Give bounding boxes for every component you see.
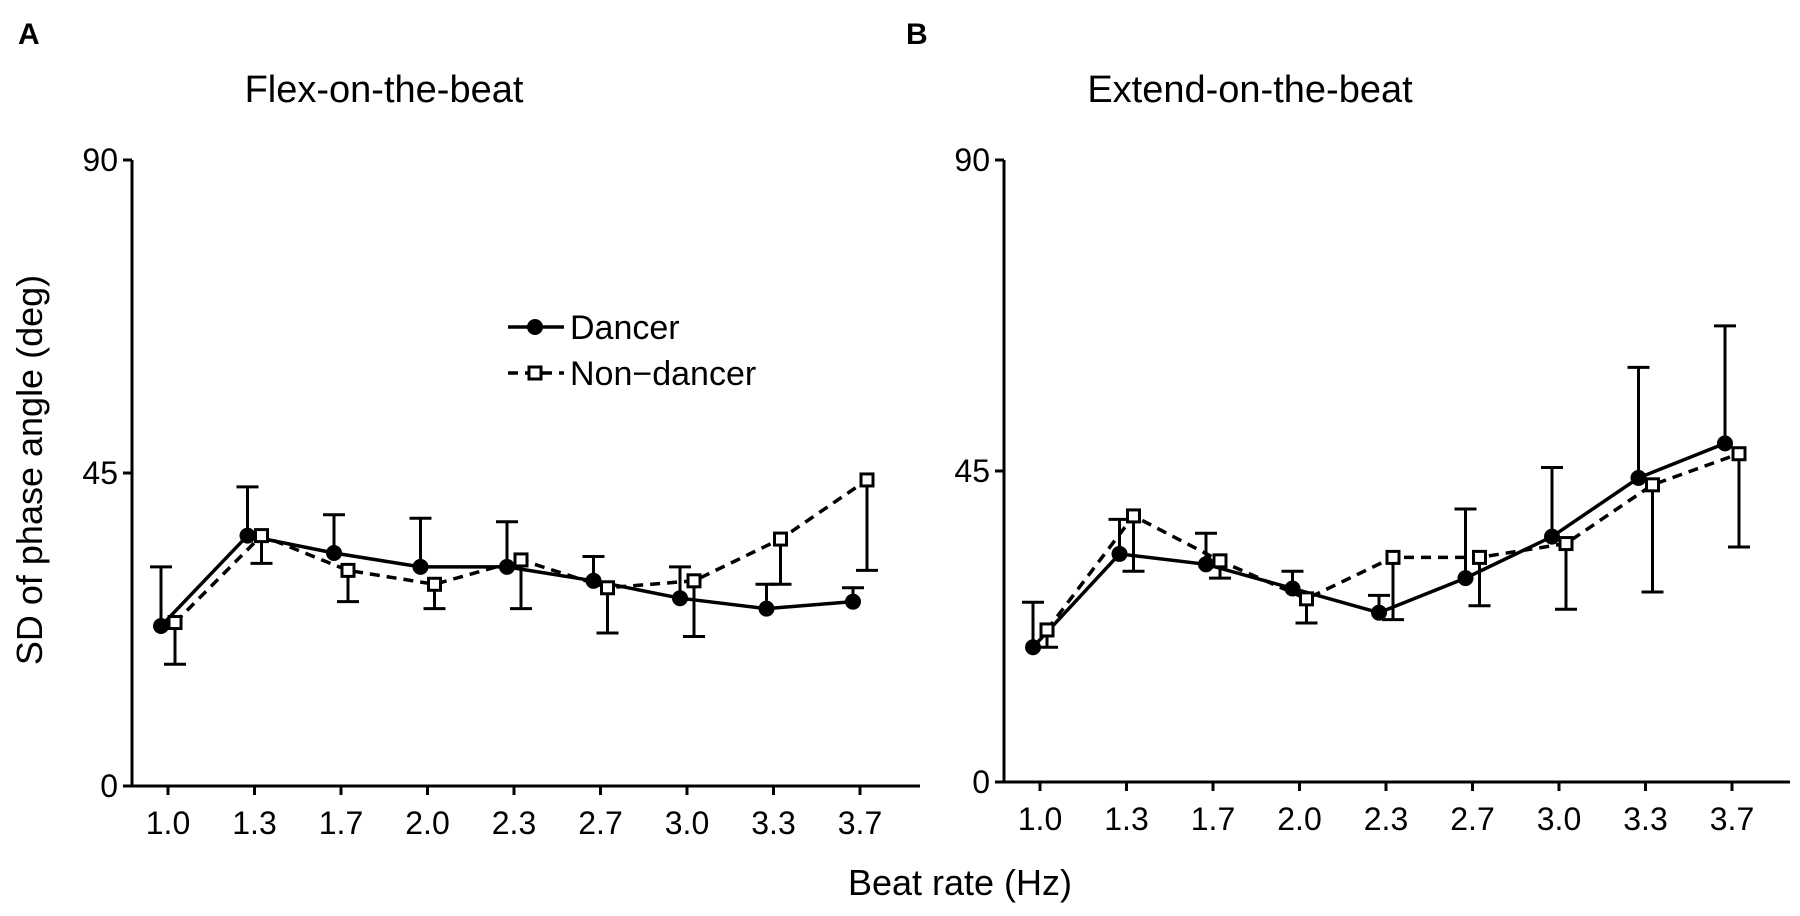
panel-a-nondancer-point bbox=[254, 528, 269, 544]
y-axis-label: SD of phase angle (deg) bbox=[9, 275, 50, 665]
legend-dancer-label: Dancer bbox=[570, 309, 680, 347]
panel-b-dancer-point bbox=[1198, 556, 1214, 573]
panel-b-x-tick-label: 1.3 bbox=[1104, 801, 1148, 837]
panel-b-markers bbox=[1025, 435, 1747, 656]
panel-a-dancer-point bbox=[239, 527, 256, 544]
panel-a-x-tick-label: 2.7 bbox=[578, 805, 622, 841]
panel-b-error-bars bbox=[1022, 324, 1750, 649]
panel-a-y-tick-label: 90 bbox=[82, 142, 118, 178]
panel-a-x-tick-label: 1.0 bbox=[146, 805, 190, 841]
panel-a-nondancer-point bbox=[167, 615, 183, 631]
panel-a-dancer-point bbox=[845, 593, 861, 610]
panel-a-dancer-point bbox=[326, 544, 342, 561]
panel-b-dancer-point bbox=[1025, 639, 1041, 656]
legend-dancer-marker bbox=[527, 319, 543, 335]
panel-a-x-ticks: 1.0 1.3 1.7 2.0 2.3 2.7 3.0 3.3 3.7 bbox=[146, 786, 882, 841]
panel-a-x-tick-label: 1.7 bbox=[319, 805, 363, 841]
panel-b-dancer-point bbox=[1630, 469, 1647, 486]
legend-nondancer-label: Non−dancer bbox=[570, 355, 756, 393]
panel-letter-a: A bbox=[18, 18, 40, 51]
panel-a-y-ticks: 0 45 90 bbox=[82, 142, 132, 804]
panel-b-nondancer-point bbox=[1645, 477, 1660, 493]
panel-b-title: Extend-on-the-beat bbox=[1087, 69, 1413, 111]
panel-a-dancer-point bbox=[153, 618, 169, 635]
panel-a-dancer-point bbox=[499, 558, 515, 575]
panel-a-dancer-point bbox=[758, 600, 775, 617]
panel-b-nondancer-point bbox=[1731, 446, 1747, 462]
panel-a-dancer-point bbox=[412, 558, 429, 575]
panel-a-y-tick-label: 0 bbox=[100, 768, 118, 804]
panel-b-y-tick-label: 90 bbox=[954, 142, 990, 178]
panel-b-dancer-point bbox=[1717, 435, 1733, 452]
panel-a-markers bbox=[153, 472, 875, 635]
panel-b-x-tick-label: 3.7 bbox=[1710, 801, 1754, 837]
panel-b-x-tick-label: 2.0 bbox=[1277, 801, 1321, 837]
panel-b-x-tick-label: 2.3 bbox=[1364, 801, 1408, 837]
panel-b-dancer-point bbox=[1111, 545, 1128, 562]
panel-a-nondancer-point bbox=[859, 472, 875, 488]
x-axis-label: Beat rate (Hz) bbox=[848, 862, 1072, 903]
panel-a-x-tick-label: 3.3 bbox=[751, 805, 795, 841]
panel-a-x-tick-label: 2.3 bbox=[492, 805, 536, 841]
legend: Dancer Non−dancer bbox=[508, 309, 756, 393]
panel-b-y-tick-label: 45 bbox=[954, 453, 990, 489]
panel-a-dancer-point bbox=[672, 590, 688, 607]
panel-a-error-bars bbox=[150, 479, 878, 666]
panel-b-dancer-point bbox=[1457, 570, 1474, 587]
panel-b-nondancer-point bbox=[1558, 536, 1574, 552]
panel-a-x-tick-label: 3.0 bbox=[665, 805, 709, 841]
panel-b-x-tick-label: 2.7 bbox=[1450, 801, 1494, 837]
panel-a-dancer-point bbox=[585, 572, 602, 589]
panel-b-nondancer-point bbox=[1472, 549, 1487, 565]
panel-b-y-ticks: 0 45 90 bbox=[954, 142, 1004, 800]
panel-a-x-tick-label: 3.7 bbox=[838, 805, 882, 841]
panel-b-x-tick-label: 3.3 bbox=[1623, 801, 1667, 837]
panel-a-x-tick-label: 1.3 bbox=[232, 805, 276, 841]
panel-b-x-tick-label: 1.0 bbox=[1018, 801, 1062, 837]
panel-a-nondancer-point bbox=[427, 576, 442, 592]
panel-a-nondancer-point bbox=[686, 573, 702, 589]
panel-b-y-tick-label: 0 bbox=[972, 764, 990, 800]
panel-b-x-tick-label: 3.0 bbox=[1537, 801, 1581, 837]
panel-b-dancer-point bbox=[1371, 604, 1387, 621]
panel-a-nondancer-point bbox=[340, 562, 356, 578]
panel-a-nondancer-point bbox=[600, 580, 615, 596]
panel-b-nondancer-point bbox=[1385, 549, 1401, 565]
panel-b-nondancer-point bbox=[1212, 553, 1228, 569]
panel-b-nondancer-point bbox=[1126, 508, 1141, 524]
panel-b-x-tick-label: 1.7 bbox=[1191, 801, 1235, 837]
panel-b-nondancer-point bbox=[1039, 622, 1055, 638]
panel-a: A Flex-on-the-beat 0 45 90 1.0 1.3 1.7 2.0 2.3… bbox=[18, 18, 920, 841]
panel-a-y-tick-label: 45 bbox=[82, 455, 118, 491]
panel-a-nondancer-point bbox=[773, 531, 788, 547]
legend-nondancer-marker bbox=[527, 365, 543, 381]
panel-b-dancer-point bbox=[1544, 528, 1560, 545]
panel-b: B Extend-on-the-beat 0 45 90 1.0 1.3 1.7 2.0 2… bbox=[906, 18, 1790, 837]
panel-b-nondancer-point bbox=[1299, 591, 1314, 607]
panel-b-dancer-point bbox=[1284, 580, 1301, 597]
panel-a-title: Flex-on-the-beat bbox=[245, 69, 524, 111]
panel-letter-b: B bbox=[906, 18, 928, 51]
panel-a-x-tick-label: 2.0 bbox=[405, 805, 449, 841]
panel-a-nondancer-point bbox=[513, 552, 529, 568]
panel-b-x-ticks: 1.0 1.3 1.7 2.0 2.3 2.7 3.0 3.3 3.7 bbox=[1018, 782, 1754, 837]
